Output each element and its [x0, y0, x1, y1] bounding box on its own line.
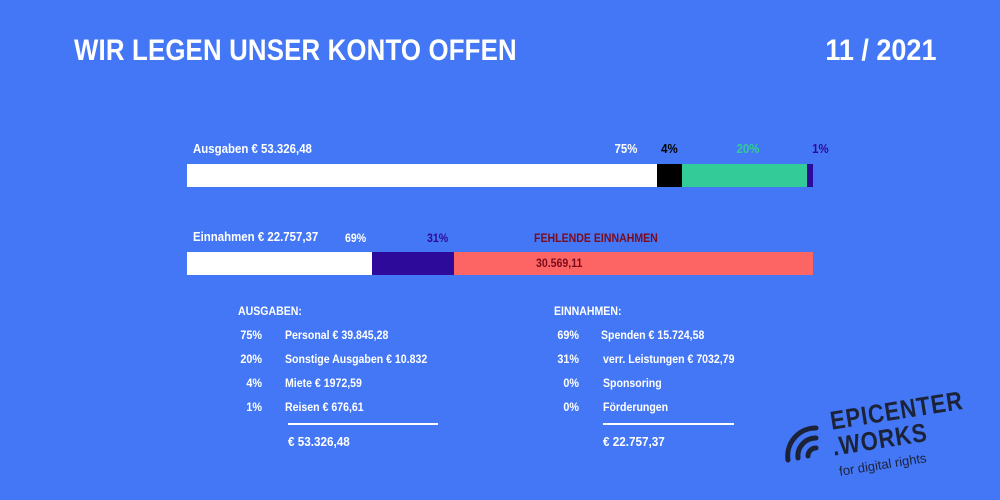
list-item-text: verr. Leistungen € 7032,79	[603, 352, 735, 366]
signal-waves-icon	[785, 425, 819, 463]
income-chart-title: Einnahmen € 22.757,37	[193, 229, 319, 244]
list-item-percent: 75%	[240, 328, 262, 342]
income-segment-value-label: 30.569,11	[536, 256, 583, 270]
income-summary-heading: EINNAHMEN:	[554, 304, 622, 318]
period-label: 11 / 2021	[824, 34, 936, 67]
list-item-percent: 1%	[246, 400, 262, 414]
expenses-bar	[187, 164, 813, 187]
divider	[603, 423, 734, 425]
income-segment-label: 69%	[344, 231, 366, 245]
page-title: WIR LEGEN UNSER KONTO OFFEN	[74, 34, 517, 67]
list-item-percent: 0%	[563, 400, 579, 414]
list-item-percent: 31%	[557, 352, 579, 366]
expenses-segment-label: 20%	[736, 141, 760, 156]
list-item-text: Spenden € 15.724,58	[601, 328, 705, 342]
income-summary: EINNAHMEN: 69% Spenden € 15.724,58 31% v…	[554, 304, 774, 454]
expenses-bar-segment	[187, 164, 657, 187]
list-item-text: Förderungen	[603, 400, 669, 414]
list-item-text: Sonstige Ausgaben € 10.832	[285, 352, 428, 366]
list-item-percent: 0%	[563, 376, 579, 390]
expenses-bar-segment	[681, 164, 807, 187]
list-item-percent: 4%	[246, 376, 262, 390]
income-segment-label: 31%	[427, 231, 449, 245]
expenses-summary-heading: AUSGABEN:	[238, 304, 302, 318]
income-total: € 22.757,37	[603, 434, 665, 449]
expenses-bar-segment	[806, 164, 813, 187]
income-bar-segment	[371, 252, 455, 275]
expenses-summary: AUSGABEN: 75% Personal € 39.845,28 20% S…	[238, 304, 458, 454]
divider	[288, 423, 438, 425]
expenses-chart-title: Ausgaben € 53.326,48	[193, 141, 312, 156]
expenses-segment-label: 1%	[811, 141, 829, 156]
expenses-segment-label: 4%	[661, 141, 678, 156]
list-item-text: Reisen € 676,61	[285, 400, 364, 414]
expenses-segment-label: 75%	[614, 141, 637, 156]
income-bar-segment	[187, 252, 372, 275]
income-bar-segment: 30.569,11	[454, 252, 813, 275]
list-item-text: Sponsoring	[603, 376, 662, 390]
expenses-bar-segment	[656, 164, 682, 187]
list-item-percent: 20%	[240, 352, 262, 366]
list-item-text: Miete € 1972,59	[285, 376, 362, 390]
list-item-percent: 69%	[557, 328, 579, 342]
list-item-text: Personal € 39.845,28	[285, 328, 389, 342]
epicenter-works-logo: EPICENTER .WORKS for digital rights	[778, 385, 965, 482]
income-segment-label: FEHLENDE EINNAHMEN	[534, 231, 658, 245]
expenses-total: € 53.326,48	[288, 434, 350, 449]
income-bar: 30.569,11	[187, 252, 813, 275]
